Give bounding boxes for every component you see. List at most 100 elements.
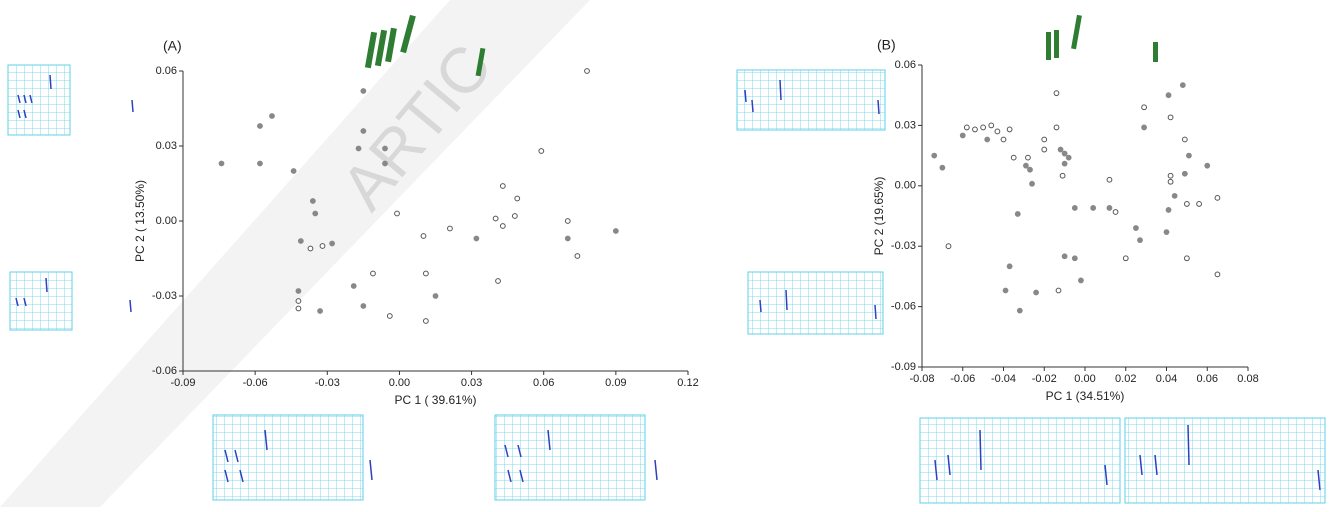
- point: [1167, 178, 1174, 185]
- point: [1196, 201, 1202, 207]
- point: [931, 152, 938, 159]
- point: [1025, 154, 1031, 161]
- point: [1027, 166, 1033, 173]
- deformation-grids: [7, 64, 1326, 504]
- point: [1010, 154, 1017, 161]
- point: [1071, 205, 1078, 211]
- point: [499, 223, 506, 229]
- y-tick-label: 0.03: [895, 119, 916, 131]
- point: [218, 160, 225, 167]
- point: [382, 145, 388, 152]
- x-axis-label: PC 1 (34.51%): [1046, 389, 1125, 403]
- point: [1106, 205, 1113, 211]
- point: [360, 88, 367, 94]
- x-tick-label: -0.03: [315, 377, 340, 389]
- point: [295, 298, 302, 304]
- point: [382, 160, 388, 167]
- x-tick-label: 0.04: [1156, 373, 1177, 385]
- point: [360, 128, 367, 134]
- point: [1141, 104, 1147, 111]
- y-tick-label: -0.06: [152, 365, 177, 377]
- point: [297, 238, 304, 244]
- point: [980, 124, 987, 131]
- point: [360, 303, 367, 309]
- point: [1112, 209, 1119, 215]
- point: [1006, 126, 1013, 133]
- point: [564, 218, 571, 224]
- point: [309, 198, 316, 204]
- point: [988, 122, 995, 129]
- x-tick-label: 0.00: [1074, 373, 1095, 385]
- point: [1000, 136, 1007, 143]
- x-tick-label: 0.02: [1115, 373, 1136, 385]
- point: [447, 225, 453, 232]
- point: [1204, 162, 1211, 169]
- y-tick-label: -0.06: [891, 301, 916, 313]
- point: [295, 288, 302, 294]
- x-tick-label: -0.08: [909, 373, 934, 385]
- point: [514, 195, 521, 202]
- x-tick-label: 0.12: [677, 377, 698, 389]
- point: [1023, 162, 1029, 169]
- point: [394, 210, 400, 217]
- point: [1165, 92, 1172, 99]
- x-tick-label: -0.02: [1032, 373, 1057, 385]
- y-tick-label: 0.06: [895, 59, 916, 71]
- point: [492, 215, 499, 222]
- point: [499, 183, 506, 189]
- x-tick-label: -0.06: [950, 373, 975, 385]
- point: [1061, 253, 1068, 260]
- point: [963, 124, 970, 131]
- point: [1183, 201, 1190, 207]
- point: [1214, 271, 1221, 278]
- point: [1171, 192, 1178, 199]
- point: [1002, 287, 1009, 294]
- point: [564, 235, 571, 242]
- point: [1041, 136, 1048, 143]
- point: [972, 126, 978, 133]
- point: [422, 270, 429, 277]
- x-tick-label: 0.06: [533, 377, 554, 389]
- x-tick-label: 0.06: [1197, 373, 1218, 385]
- point: [386, 313, 393, 319]
- point: [1078, 277, 1084, 284]
- point: [1167, 114, 1174, 121]
- y-axis-label: PC 2 ( 13.50%): [133, 180, 147, 262]
- point: [1033, 289, 1039, 296]
- x-tick-label: 0.09: [605, 377, 626, 389]
- y-tick-label: -0.03: [152, 290, 177, 302]
- point: [1057, 146, 1064, 153]
- point: [1133, 225, 1139, 231]
- point: [355, 145, 362, 152]
- y-tick-label: -0.03: [891, 240, 916, 252]
- point: [1029, 180, 1035, 187]
- point: [307, 245, 314, 252]
- point: [584, 68, 590, 74]
- point: [1055, 287, 1062, 294]
- point: [1181, 170, 1188, 177]
- x-axis-label: PC 1 ( 39.61%): [394, 393, 476, 407]
- point: [329, 240, 335, 247]
- x-tick-label: -0.09: [170, 377, 195, 389]
- point: [1106, 176, 1113, 183]
- point: [1179, 82, 1186, 89]
- point: [1071, 255, 1078, 262]
- y-tick-label: 0.03: [156, 140, 177, 152]
- point: [984, 136, 991, 143]
- point: [420, 233, 427, 239]
- point: [422, 318, 429, 324]
- point: [319, 243, 326, 249]
- point: [1181, 136, 1188, 143]
- x-tick-label: -0.06: [243, 377, 268, 389]
- point: [1059, 172, 1066, 179]
- point: [1122, 255, 1129, 262]
- plant-icons: [364, 14, 1158, 77]
- point: [574, 253, 581, 259]
- point: [495, 278, 501, 284]
- y-tick-label: -0.09: [891, 361, 916, 373]
- point: [1165, 207, 1172, 213]
- watermark-band: [0, 0, 590, 507]
- y-axis-label: PC 2 (19.65%): [872, 177, 886, 256]
- point: [290, 168, 297, 174]
